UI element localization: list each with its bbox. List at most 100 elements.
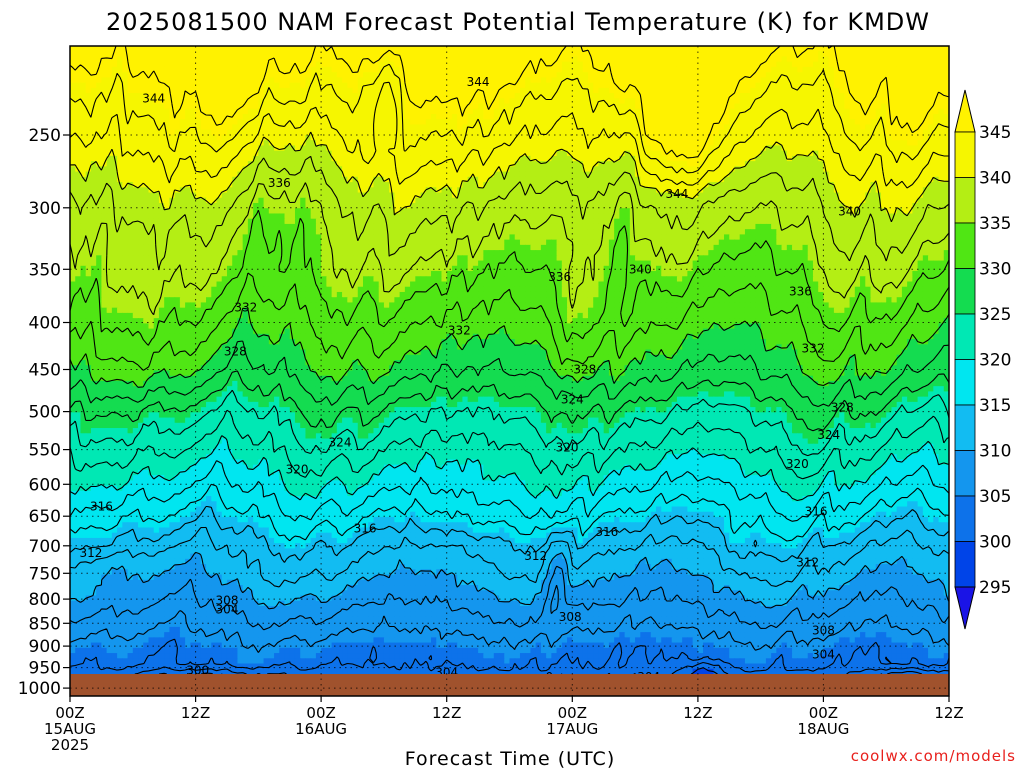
field-cell xyxy=(514,72,521,78)
field-cell xyxy=(734,61,741,68)
field-cell xyxy=(96,145,102,152)
field-cell xyxy=(629,192,636,199)
field-cell xyxy=(886,72,893,78)
field-cell xyxy=(614,51,620,58)
field-cell xyxy=(540,98,547,105)
field-cell xyxy=(357,87,364,94)
field-cell xyxy=(802,98,809,105)
field-cell xyxy=(420,72,427,78)
field-cell xyxy=(933,108,940,115)
field-cell xyxy=(472,140,479,147)
field-cell xyxy=(744,182,751,188)
field-cell xyxy=(577,119,584,126)
field-cell xyxy=(226,134,233,141)
field-cell xyxy=(488,176,495,183)
field-cell xyxy=(943,124,949,131)
field-cell xyxy=(258,161,265,167)
field-cell xyxy=(724,129,730,136)
field-cell xyxy=(718,77,725,84)
field-cell xyxy=(812,82,819,89)
field-cell xyxy=(619,93,626,99)
field-cell xyxy=(614,155,620,162)
field-cell xyxy=(415,61,422,68)
field-cell xyxy=(70,166,76,173)
field-cell xyxy=(812,176,819,183)
field-cell xyxy=(436,82,443,89)
field-cell xyxy=(839,176,845,183)
field-cell xyxy=(80,87,87,94)
field-cell xyxy=(75,93,82,99)
field-cell xyxy=(190,150,197,157)
field-cell xyxy=(551,166,558,173)
field-cell xyxy=(582,129,589,136)
field-cell xyxy=(247,171,254,178)
field-cell xyxy=(258,56,265,63)
field-cell xyxy=(451,93,458,99)
field-cell xyxy=(896,108,903,115)
field-cell xyxy=(195,51,202,58)
field-cell xyxy=(912,166,919,173)
field-cell xyxy=(153,98,160,105)
field-cell xyxy=(901,124,908,131)
field-cell xyxy=(844,145,851,152)
field-cell xyxy=(211,150,218,157)
field-cell xyxy=(776,103,783,110)
field-cell xyxy=(331,192,338,199)
field-cell xyxy=(629,155,636,162)
field-cell xyxy=(127,171,134,178)
field-cell xyxy=(797,103,804,110)
field-cell xyxy=(823,155,830,162)
field-cell xyxy=(143,176,150,183)
field-cell xyxy=(509,103,516,110)
field-cell xyxy=(928,98,934,105)
field-cell xyxy=(331,145,338,152)
field-cell xyxy=(703,46,709,52)
field-cell xyxy=(211,171,218,178)
field-cell xyxy=(258,192,265,199)
field-cell xyxy=(567,166,573,173)
field-cell xyxy=(138,119,144,126)
field-cell xyxy=(729,161,736,167)
field-cell xyxy=(860,103,866,110)
field-cell xyxy=(478,145,484,152)
field-cell xyxy=(661,124,668,131)
field-cell xyxy=(530,77,537,84)
field-cell xyxy=(519,171,526,178)
field-cell xyxy=(661,87,668,94)
field-cell xyxy=(499,98,505,105)
field-cell xyxy=(865,93,872,99)
field-cell xyxy=(880,182,887,188)
field-cell xyxy=(394,134,401,141)
field-cell xyxy=(561,72,568,78)
field-cell xyxy=(294,103,301,110)
field-cell xyxy=(713,72,720,78)
field-cell xyxy=(226,171,233,178)
field-cell xyxy=(792,61,798,68)
field-cell xyxy=(933,129,940,136)
field-cell xyxy=(169,187,176,194)
field-cell xyxy=(603,182,610,188)
field-cell xyxy=(729,166,736,173)
field-cell xyxy=(572,82,579,89)
field-cell xyxy=(457,150,464,157)
field-cell xyxy=(509,124,516,131)
field-cell xyxy=(504,124,511,131)
field-cell xyxy=(561,87,568,94)
field-cell xyxy=(546,108,552,115)
field-cell xyxy=(650,61,657,68)
field-cell xyxy=(629,98,636,105)
field-cell xyxy=(347,197,354,204)
field-cell xyxy=(567,98,573,105)
field-cell xyxy=(750,93,757,99)
field-cell xyxy=(488,51,495,58)
field-cell xyxy=(525,150,532,157)
field-cell xyxy=(179,182,186,188)
field-cell xyxy=(556,187,563,194)
field-cell xyxy=(483,108,490,115)
field-cell xyxy=(912,140,919,147)
field-cell xyxy=(389,176,395,183)
field-cell xyxy=(535,161,542,167)
field-cell xyxy=(713,140,720,147)
field-cell xyxy=(886,129,893,136)
field-cell xyxy=(90,176,97,183)
